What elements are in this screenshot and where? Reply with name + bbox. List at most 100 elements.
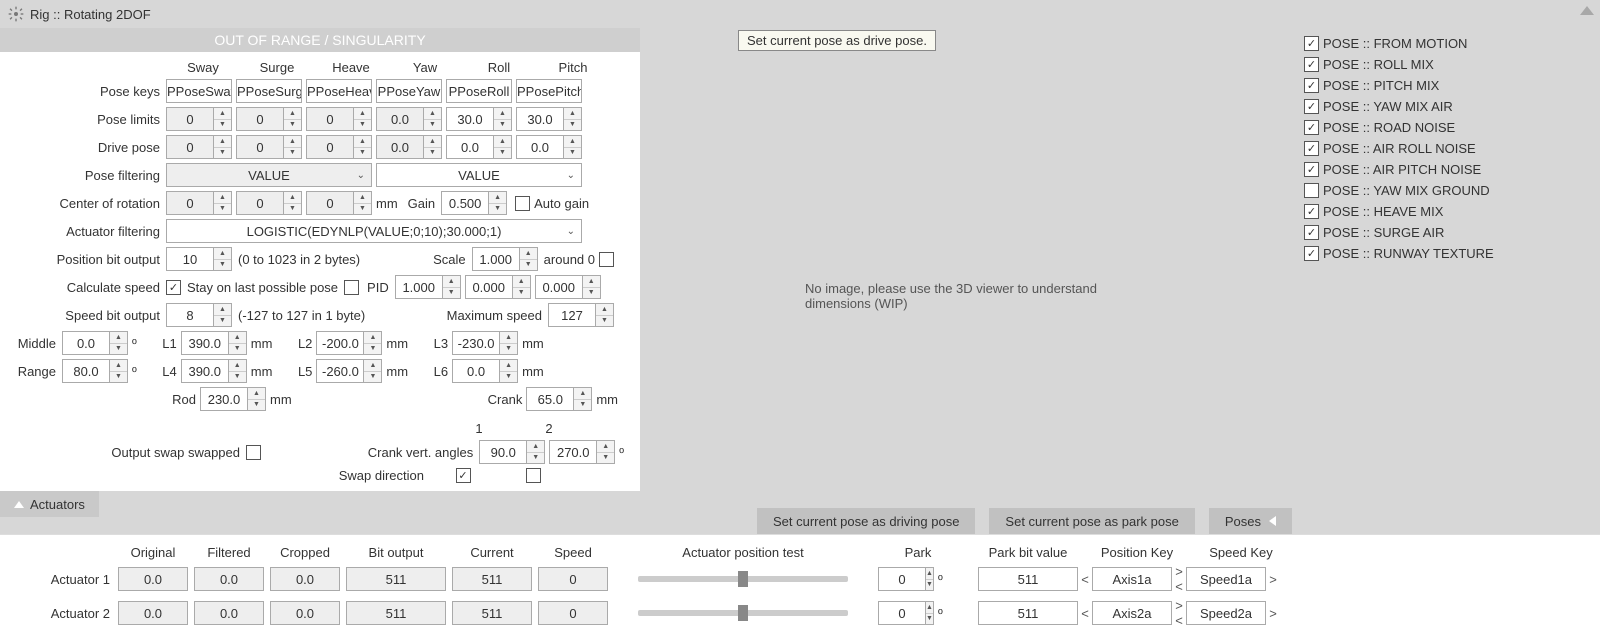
checkbox-icon[interactable]: ✓	[1304, 246, 1319, 261]
pose-limit-sway: ▲▼	[166, 107, 232, 131]
center-rot-z: ▲▼	[306, 191, 372, 215]
set-park-pose-button[interactable]: Set current pose as park pose	[989, 508, 1194, 534]
speed-key[interactable]: Speed1a	[1186, 567, 1266, 591]
pose-key-roll[interactable]	[446, 79, 512, 103]
park-input[interactable]: ▲▼	[878, 567, 934, 591]
pose-check-2[interactable]: ✓POSE :: PITCH MIX	[1304, 78, 1596, 93]
actuator-val: 511	[452, 601, 532, 625]
pos-bit-label: Position bit output	[6, 252, 166, 267]
center-rot-y: ▲▼	[236, 191, 302, 215]
scale-input[interactable]: ▲▼	[472, 247, 538, 271]
pose-check-label: POSE :: YAW MIX GROUND	[1323, 183, 1490, 198]
crank-angle-2[interactable]: ▲▼	[549, 440, 615, 464]
pid-i[interactable]: ▲▼	[465, 275, 531, 299]
crank-label: Crank	[488, 392, 523, 407]
middle-input[interactable]: ▲▼	[62, 331, 128, 355]
speed-bit-input[interactable]: ▲▼	[166, 303, 232, 327]
pose-limits-label: Pose limits	[6, 112, 166, 127]
output-swap-checkbox[interactable]	[246, 445, 261, 460]
crank-angle-1[interactable]: ▲▼	[479, 440, 545, 464]
middle-label: Middle	[6, 336, 62, 351]
set-driving-pose-button[interactable]: Set current pose as driving pose	[757, 508, 975, 534]
actuator-val: 0.0	[194, 567, 264, 591]
pose-check-10[interactable]: ✓POSE :: RUNWAY TEXTURE	[1304, 246, 1596, 261]
stay-last-checkbox[interactable]	[344, 280, 359, 295]
pose-keys-label: Pose keys	[6, 84, 166, 99]
drive-pose-pitch[interactable]: ▲▼	[516, 135, 582, 159]
pose-key-yaw[interactable]	[376, 79, 442, 103]
pose-key-heave[interactable]	[306, 79, 372, 103]
around0-checkbox[interactable]	[599, 252, 614, 267]
checkbox-icon[interactable]: ✓	[1304, 141, 1319, 156]
speed-key[interactable]: Speed2a	[1186, 601, 1266, 625]
calc-speed-checkbox[interactable]: ✓	[166, 280, 181, 295]
poses-button[interactable]: Poses	[1209, 508, 1292, 534]
tab-actuators[interactable]: Actuators	[0, 491, 99, 517]
checkbox-icon[interactable]: ✓	[1304, 78, 1319, 93]
l3-input[interactable]: ▲▼	[452, 331, 518, 355]
pose-limit-yaw: ▲▼	[376, 107, 442, 131]
checkbox-icon[interactable]: ✓	[1304, 36, 1319, 51]
rod-input[interactable]: ▲▼	[200, 387, 266, 411]
pose-filter-b-select[interactable]: VALUE⌄	[376, 163, 582, 187]
rod-label: Rod	[166, 392, 196, 407]
l1-input[interactable]: ▲▼	[181, 331, 247, 355]
range-input[interactable]: ▲▼	[62, 359, 128, 383]
pose-key-surge[interactable]	[236, 79, 302, 103]
pose-key-sway[interactable]	[166, 79, 232, 103]
crank-input[interactable]: ▲▼	[526, 387, 592, 411]
pose-limit-pitch[interactable]: ▲▼	[516, 107, 582, 131]
drive-pose-roll[interactable]: ▲▼	[446, 135, 512, 159]
pose-check-8[interactable]: ✓POSE :: HEAVE MIX	[1304, 204, 1596, 219]
pose-check-0[interactable]: ✓POSE :: FROM MOTION	[1304, 36, 1596, 51]
position-key[interactable]: Axis1a	[1092, 567, 1172, 591]
pose-key-pitch[interactable]	[516, 79, 582, 103]
swap-dir-2-checkbox[interactable]	[526, 468, 541, 483]
actuator-slider[interactable]	[638, 610, 848, 616]
pose-check-4[interactable]: ✓ POSE :: ROAD NOISE	[1304, 120, 1596, 135]
pose-check-9[interactable]: ✓POSE :: SURGE AIR	[1304, 225, 1596, 240]
pose-check-5[interactable]: ✓ POSE :: AIR ROLL NOISE	[1304, 141, 1596, 156]
gain-label: Gain	[408, 196, 435, 211]
checkbox-icon[interactable]: ✓	[1304, 225, 1319, 240]
auto-gain-checkbox[interactable]	[515, 196, 530, 211]
park-input[interactable]: ▲▼	[878, 601, 934, 625]
pid-p[interactable]: ▲▼	[395, 275, 461, 299]
checkbox-icon[interactable]: ✓	[1304, 204, 1319, 219]
l4-input[interactable]: ▲▼	[181, 359, 247, 383]
auto-gain-label: Auto gain	[534, 196, 589, 211]
collapse-icon[interactable]	[1580, 6, 1594, 15]
checkbox-icon[interactable]: ✓	[1304, 162, 1319, 177]
swap-dir-1-checkbox[interactable]: ✓	[456, 468, 471, 483]
checkbox-icon[interactable]: ✓	[1304, 57, 1319, 72]
pose-check-label: POSE :: AIR ROLL NOISE	[1323, 141, 1476, 156]
l2-input[interactable]: ▲▼	[316, 331, 382, 355]
pose-check-label: POSE :: ROLL MIX	[1323, 57, 1434, 72]
max-speed-input[interactable]: ▲▼	[548, 303, 614, 327]
pose-check-label: POSE :: ROAD NOISE	[1323, 120, 1455, 135]
checkbox-icon[interactable]: ✓	[1304, 120, 1319, 135]
window-titlebar: Rig :: Rotating 2DOF	[0, 0, 1600, 28]
position-key[interactable]: Axis2a	[1092, 601, 1172, 625]
actuator-val: 0.0	[270, 601, 340, 625]
checkbox-icon[interactable]: ✓	[1304, 99, 1319, 114]
gain-input[interactable]: ▲▼	[441, 191, 507, 215]
pose-check-3[interactable]: ✓POSE :: YAW MIX AIR	[1304, 99, 1596, 114]
pose-limit-roll[interactable]: ▲▼	[446, 107, 512, 131]
l5-input[interactable]: ▲▼	[316, 359, 382, 383]
actuator-slider[interactable]	[638, 576, 848, 582]
actuator-val: 0.0	[118, 567, 188, 591]
tooltip: Set current pose as drive pose.	[738, 30, 936, 51]
pose-check-7[interactable]: POSE :: YAW MIX GROUND	[1304, 183, 1596, 198]
actuator-filter-select[interactable]: LOGISTIC(EDYNLP(VALUE;0;10);30.000;1)⌄	[166, 219, 582, 243]
pid-d[interactable]: ▲▼	[535, 275, 601, 299]
l6-input[interactable]: ▲▼	[452, 359, 518, 383]
actuator-val: 0.0	[118, 601, 188, 625]
max-speed-label: Maximum speed	[447, 308, 542, 323]
pose-filter-a-select: VALUE⌄	[166, 163, 372, 187]
pose-check-6[interactable]: ✓POSE :: AIR PITCH NOISE	[1304, 162, 1596, 177]
pose-check-1[interactable]: ✓ POSE :: ROLL MIX	[1304, 57, 1596, 72]
drive-pose-label: Drive pose	[6, 140, 166, 155]
pos-bit-input[interactable]: ▲▼	[166, 247, 232, 271]
checkbox-icon[interactable]	[1304, 183, 1319, 198]
